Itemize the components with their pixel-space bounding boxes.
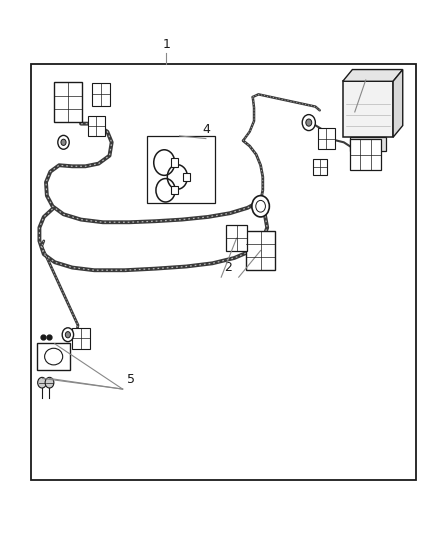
Bar — [171, 186, 178, 195]
Bar — [92, 83, 110, 106]
Circle shape — [62, 328, 74, 342]
Bar — [350, 139, 381, 170]
Text: 2: 2 — [224, 262, 232, 274]
Circle shape — [38, 377, 46, 388]
Text: 4: 4 — [202, 123, 210, 136]
Bar — [343, 82, 393, 137]
Text: 5: 5 — [127, 374, 135, 386]
Circle shape — [302, 115, 315, 131]
Bar — [53, 82, 82, 122]
Polygon shape — [393, 69, 403, 137]
Circle shape — [65, 332, 71, 338]
Text: 3: 3 — [355, 96, 363, 109]
Circle shape — [252, 196, 269, 217]
Circle shape — [58, 135, 69, 149]
Bar — [31, 64, 416, 480]
Polygon shape — [343, 69, 403, 81]
Circle shape — [256, 200, 265, 212]
Bar — [184, 173, 191, 181]
Bar — [226, 225, 247, 251]
Bar — [246, 231, 275, 271]
Bar — [147, 136, 215, 203]
Bar — [350, 137, 385, 150]
Bar — [313, 159, 327, 175]
Bar — [72, 328, 90, 349]
Bar — [170, 158, 178, 167]
Circle shape — [45, 377, 54, 388]
Circle shape — [61, 139, 66, 146]
Bar — [88, 116, 105, 136]
Bar — [37, 343, 70, 370]
Text: 1: 1 — [162, 38, 170, 51]
Circle shape — [306, 119, 312, 126]
Bar — [318, 128, 335, 149]
